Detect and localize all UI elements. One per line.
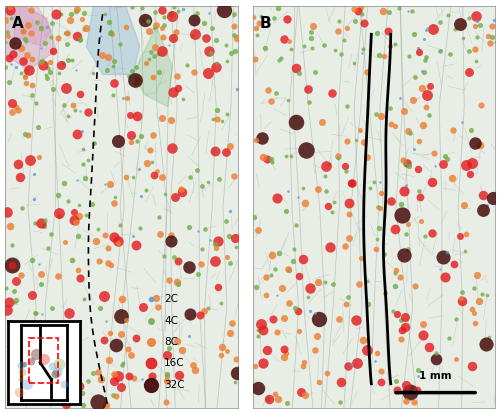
Bar	[29, 338, 58, 383]
Text: B: B	[260, 16, 272, 31]
Polygon shape	[5, 6, 56, 70]
Polygon shape	[133, 26, 172, 107]
Polygon shape	[86, 6, 140, 75]
Text: A: A	[12, 16, 24, 31]
Text: 1 mm: 1 mm	[420, 370, 452, 381]
Text: 16C: 16C	[164, 358, 184, 368]
Text: 4C: 4C	[164, 316, 178, 325]
Text: 2C: 2C	[164, 294, 178, 304]
Text: 8C: 8C	[164, 337, 178, 347]
Text: 32C: 32C	[164, 380, 184, 390]
Polygon shape	[14, 6, 52, 47]
